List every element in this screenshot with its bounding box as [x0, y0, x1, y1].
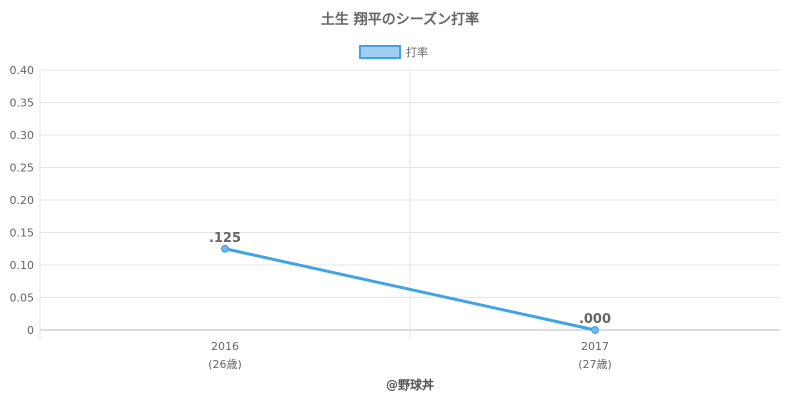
legend-swatch	[359, 45, 401, 59]
y-tick-label: 0.20	[10, 194, 35, 207]
data-point[interactable]	[221, 244, 229, 253]
series-batting-average: .125 .000	[209, 231, 611, 334]
y-tick-label: 0.30	[10, 129, 35, 142]
y-tick-label: 0.15	[10, 227, 35, 240]
data-label: .000	[579, 312, 611, 327]
chart-title: 土生 翔平のシーズン打率	[321, 11, 479, 28]
y-tick-label: 0.25	[10, 162, 35, 175]
series-line	[224, 247, 596, 332]
x-tick-label-age: (27歳)	[578, 358, 612, 371]
data-label: .125	[209, 231, 241, 246]
y-axis-ticks: 0 0.05 0.10 0.15 0.20 0.25 0.30 0.35 0.40	[10, 64, 35, 337]
x-tick-label-year: 2016	[211, 340, 239, 353]
credit-text: @野球丼	[386, 377, 434, 392]
grid	[39, 69, 780, 340]
x-tick-label-year: 2017	[581, 340, 609, 353]
data-point[interactable]	[591, 326, 599, 334]
legend[interactable]: 打率	[359, 45, 428, 59]
x-axis-ticks: 2016 (26歳) 2017 (27歳)	[208, 340, 612, 371]
y-tick-label: 0.35	[10, 97, 35, 110]
legend-label: 打率	[406, 45, 428, 59]
y-tick-label: 0.05	[10, 292, 35, 305]
y-tick-label: 0.40	[10, 64, 35, 77]
x-tick-label-age: (26歳)	[208, 358, 242, 371]
y-tick-label: 0	[27, 324, 34, 337]
y-tick-label: 0.10	[10, 259, 35, 272]
